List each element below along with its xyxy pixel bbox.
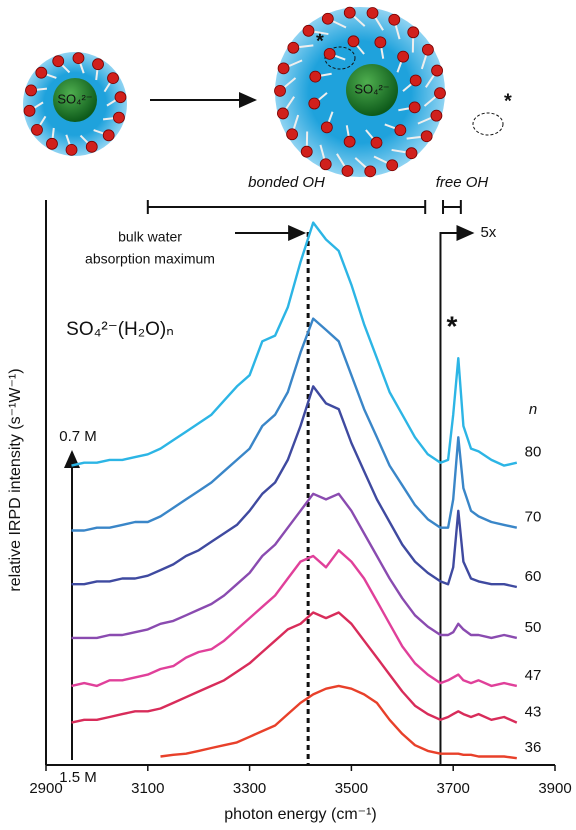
water-molecule	[302, 24, 315, 37]
water-molecule	[277, 62, 290, 75]
water-molecule	[366, 7, 379, 19]
x-tick-label: 3500	[335, 780, 368, 797]
scale-label: 5x	[480, 224, 496, 241]
small-ion	[53, 78, 97, 122]
x-tick-label: 3700	[437, 780, 470, 797]
water-molecule	[308, 97, 321, 110]
bulk-label: bulk water	[118, 229, 182, 245]
water-molecule	[319, 158, 332, 171]
water-molecule	[341, 165, 354, 177]
x-tick-label: 2900	[29, 780, 62, 797]
water-molecule	[323, 47, 336, 60]
water-molecule	[434, 87, 446, 100]
water-molecule	[113, 111, 125, 124]
spectrum	[71, 385, 518, 589]
water-molecule	[85, 140, 98, 153]
water-molecule	[343, 135, 356, 148]
illustration: SO₄²⁻ SO₄²⁻ * *	[23, 6, 512, 178]
spectrum	[71, 611, 518, 724]
range-label: free OH	[436, 174, 489, 191]
water-molecule	[422, 43, 434, 56]
water-molecule	[408, 101, 421, 114]
n-label: n	[529, 401, 537, 418]
series-label: 36	[525, 739, 542, 756]
water-molecule	[397, 50, 410, 63]
water-molecule	[277, 107, 289, 120]
dotted-ring	[324, 46, 356, 70]
range-label: bonded OH	[248, 174, 325, 191]
water-molecule	[25, 84, 37, 97]
water-molecule	[309, 70, 322, 83]
water-molecule	[364, 165, 377, 178]
spectrum	[71, 317, 518, 532]
water-molecule	[409, 74, 422, 87]
water-molecule	[102, 129, 115, 142]
water-molecule	[321, 12, 334, 25]
spectrum	[71, 492, 518, 640]
water-molecule	[107, 72, 119, 85]
water-molecule	[92, 58, 104, 71]
series-label: 70	[525, 509, 542, 526]
water-molecule	[394, 124, 407, 137]
water-molecule	[405, 147, 418, 160]
spectrum	[71, 221, 518, 467]
bulk-label: absorption maximum	[85, 251, 215, 267]
water-molecule	[420, 130, 433, 143]
x-tick-label: 3900	[538, 780, 571, 797]
water-molecule	[52, 55, 65, 68]
asterisk: *	[316, 30, 324, 52]
water-molecule	[407, 26, 420, 39]
water-molecule	[388, 13, 401, 26]
water-molecule	[343, 6, 356, 19]
series-label: 47	[525, 667, 542, 684]
sphere-label: SO₄²⁻	[354, 81, 389, 96]
x-tick-label: 3100	[131, 780, 164, 797]
conc-label: 1.5 M	[59, 769, 97, 786]
water-molecule	[65, 143, 78, 156]
water-molecule	[430, 109, 443, 122]
water-molecule	[23, 104, 36, 117]
water-molecule	[31, 123, 43, 136]
water-molecule	[35, 66, 48, 79]
series-label: 60	[525, 568, 542, 585]
free-oh-star: *	[447, 310, 458, 341]
dotted-ring	[472, 112, 504, 136]
conc-label: 0.7 M	[59, 428, 97, 445]
series-label: 50	[525, 619, 542, 636]
water-molecule	[347, 35, 360, 48]
water-molecule	[431, 64, 443, 77]
series-label: 43	[525, 704, 542, 721]
spectrum	[160, 684, 517, 760]
water-molecule	[72, 52, 85, 65]
formula: SO₄²⁻(H₂O)ₙ	[66, 319, 174, 340]
water-molecule	[300, 145, 313, 158]
water-molecule	[287, 41, 300, 54]
asterisk: *	[504, 90, 512, 112]
water-molecule	[274, 84, 286, 97]
water-molecule	[374, 36, 387, 49]
water-molecule	[370, 136, 383, 149]
sphere-label: SO₄²⁻	[57, 91, 92, 106]
large-ion	[346, 64, 398, 116]
water-molecule	[114, 91, 127, 104]
y-axis-label: relative IRPD intensity (s⁻¹W⁻¹)	[7, 368, 24, 591]
spectrum	[71, 549, 518, 688]
x-tick-label: 3300	[233, 780, 266, 797]
water-molecule	[320, 121, 333, 134]
water-molecule	[286, 128, 298, 141]
water-molecule	[386, 159, 399, 172]
series-label: 80	[525, 444, 542, 461]
water-molecule	[46, 137, 58, 150]
x-axis-label: photon energy (cm⁻¹)	[224, 806, 377, 823]
